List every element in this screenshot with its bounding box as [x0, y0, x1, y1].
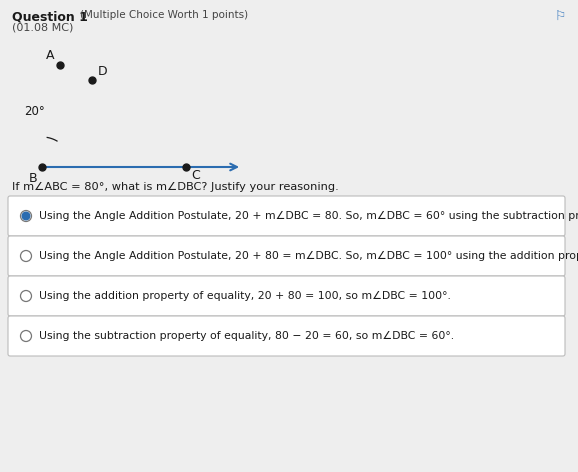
Circle shape	[20, 290, 31, 302]
Text: Question 1: Question 1	[12, 10, 88, 23]
Text: If m∠ABC = 80°, what is m∠DBC? Justify your reasoning.: If m∠ABC = 80°, what is m∠DBC? Justify y…	[12, 182, 339, 192]
Text: B: B	[28, 172, 37, 185]
Circle shape	[20, 251, 31, 261]
FancyBboxPatch shape	[8, 236, 565, 276]
Circle shape	[20, 330, 31, 342]
Text: Using the Angle Addition Postulate, 20 + 80 = m∠DBC. So, m∠DBC = 100° using the : Using the Angle Addition Postulate, 20 +…	[39, 251, 578, 261]
Text: (Multiple Choice Worth 1 points): (Multiple Choice Worth 1 points)	[80, 10, 248, 20]
Circle shape	[22, 212, 30, 220]
Text: Using the Angle Addition Postulate, 20 + m∠DBC = 80. So, m∠DBC = 60° using the s: Using the Angle Addition Postulate, 20 +…	[39, 211, 578, 221]
Text: D: D	[98, 66, 108, 78]
Circle shape	[20, 211, 31, 221]
Text: ⚐: ⚐	[555, 10, 566, 23]
Text: Using the subtraction property of equality, 80 − 20 = 60, so m∠DBC = 60°.: Using the subtraction property of equali…	[39, 331, 454, 341]
FancyBboxPatch shape	[8, 196, 565, 236]
Text: Using the addition property of equality, 20 + 80 = 100, so m∠DBC = 100°.: Using the addition property of equality,…	[39, 291, 451, 301]
Text: C: C	[191, 169, 200, 182]
FancyBboxPatch shape	[8, 316, 565, 356]
Text: A: A	[46, 49, 54, 61]
FancyBboxPatch shape	[8, 276, 565, 316]
Text: 20°: 20°	[24, 105, 45, 118]
Text: (01.08 MC): (01.08 MC)	[12, 23, 73, 33]
